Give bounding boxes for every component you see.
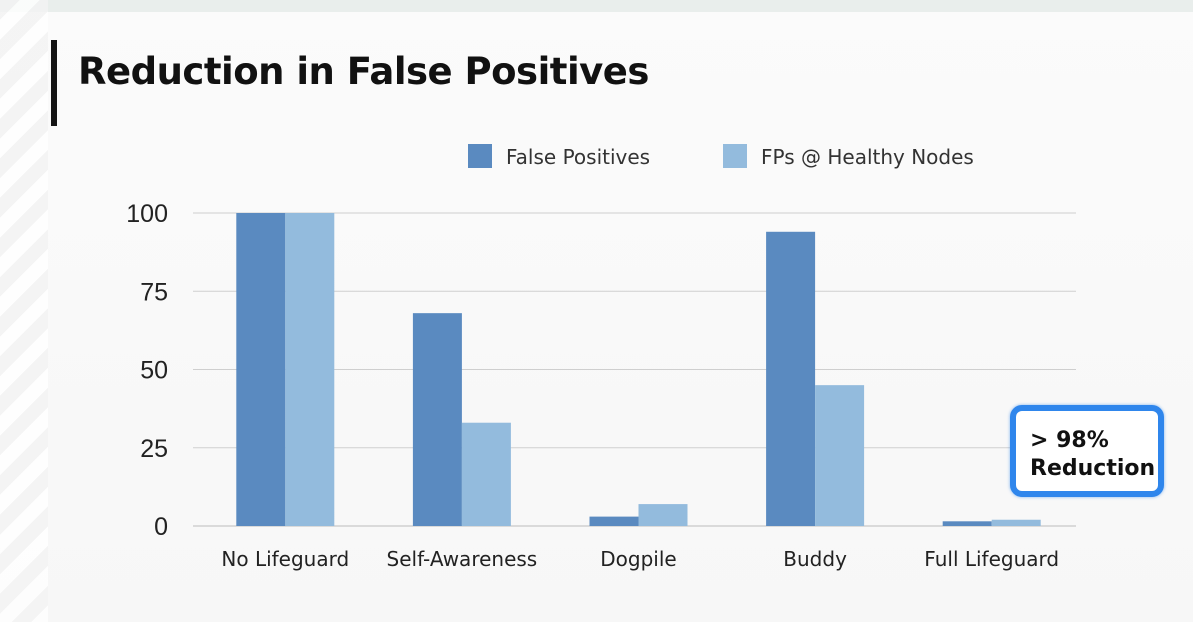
bar	[285, 213, 335, 526]
x-tick-label: No Lifeguard	[221, 547, 349, 571]
bar	[766, 231, 816, 526]
left-edge-pattern	[0, 0, 48, 622]
x-tick-label: Full Lifeguard	[924, 547, 1059, 571]
slide-title: Reduction in False Positives	[78, 50, 649, 93]
title-accent-bar	[51, 40, 57, 126]
bar	[638, 504, 688, 526]
bar	[461, 422, 511, 526]
y-tick-label: 0	[154, 513, 168, 541]
y-tick-label: 100	[126, 200, 168, 228]
x-tick-label: Self-Awareness	[387, 547, 538, 571]
x-tick-label: Buddy	[783, 547, 847, 571]
bar	[589, 516, 639, 526]
y-tick-label: 50	[140, 357, 168, 385]
legend-label: FPs @ Healthy Nodes	[761, 145, 974, 169]
bar	[815, 385, 865, 526]
legend-label: False Positives	[506, 145, 650, 169]
y-tick-label: 25	[140, 435, 168, 463]
top-strip	[0, 0, 1193, 12]
x-tick-label: Dogpile	[600, 547, 676, 571]
legend-swatch	[468, 144, 492, 168]
bar	[412, 313, 462, 526]
y-tick-label: 75	[140, 278, 168, 306]
callout-line-1: > 98%	[1030, 428, 1109, 453]
bar	[236, 213, 286, 526]
legend-swatch	[723, 144, 747, 168]
callout-line-2: Reduction	[1030, 456, 1156, 481]
reduction-callout: > 98% Reduction	[1010, 405, 1164, 497]
bar	[942, 521, 992, 526]
bar	[991, 519, 1041, 526]
